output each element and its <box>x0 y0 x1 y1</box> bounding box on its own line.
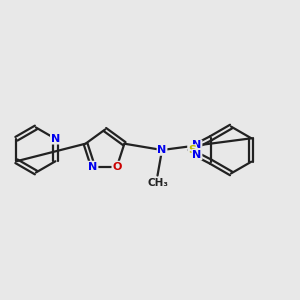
Text: O: O <box>112 161 122 172</box>
Text: CH₃: CH₃ <box>147 178 168 188</box>
Text: S: S <box>188 145 196 155</box>
Text: N: N <box>192 140 202 150</box>
Text: N: N <box>88 161 98 172</box>
Text: N: N <box>192 150 202 160</box>
Text: N: N <box>51 134 60 144</box>
Text: N: N <box>158 145 166 155</box>
